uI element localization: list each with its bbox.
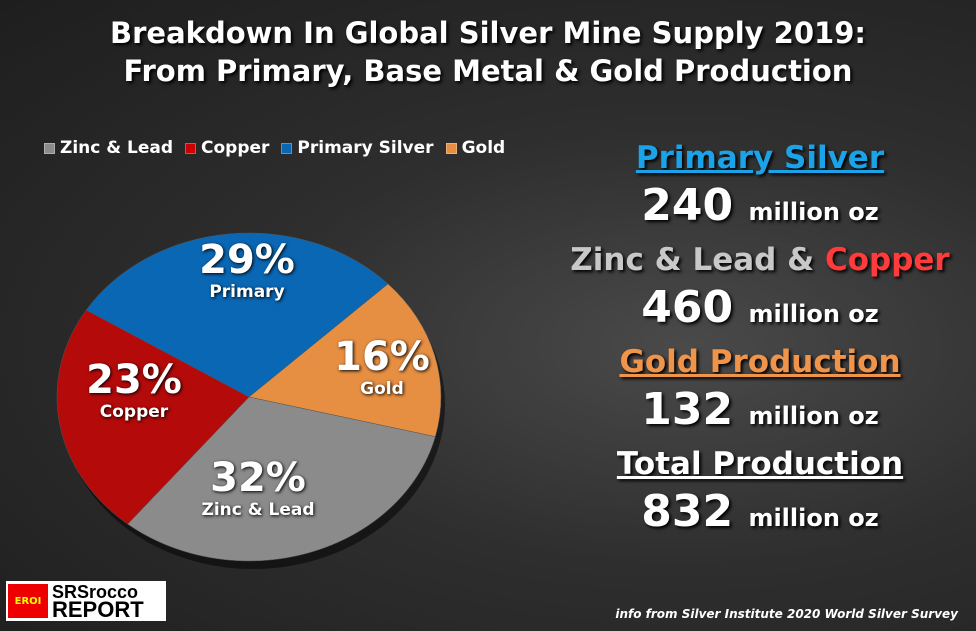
slice-label-gold: 16% Gold bbox=[334, 334, 430, 399]
total-value: 832 million oz bbox=[641, 486, 879, 537]
pie-slice-copper bbox=[56, 309, 250, 525]
legend-label: Gold bbox=[461, 138, 506, 158]
legend-label: Zinc & Lead bbox=[60, 138, 173, 158]
logo-line2: REPORT bbox=[52, 597, 144, 622]
legend-label: Copper bbox=[201, 138, 270, 158]
eroi-badge: EROI bbox=[8, 584, 48, 618]
legend-swatch bbox=[44, 142, 55, 154]
legend-item: Copper bbox=[185, 138, 269, 158]
legend-swatch bbox=[281, 142, 293, 154]
logo-line1: SRSrocco bbox=[52, 582, 139, 602]
legend-swatch bbox=[185, 142, 196, 154]
slice-label-primary: 29% Primary bbox=[199, 237, 295, 302]
slice-label-zinc-lead: 32% Zinc & Lead bbox=[201, 455, 315, 520]
total-title: Total Production bbox=[616, 446, 904, 482]
stats-panel: Primary Silver 240 million oz Zinc & Lea… bbox=[530, 138, 976, 546]
zinc-copper-value: 460 million oz bbox=[641, 282, 879, 333]
gold-title: Gold Production bbox=[619, 344, 901, 380]
slice-label-copper: 23% Copper bbox=[86, 357, 182, 422]
legend-item: Primary Silver bbox=[281, 138, 434, 158]
srsrocco-logo: EROI SRSrocco REPORT bbox=[6, 581, 166, 621]
legend: Zinc & Lead Copper Primary Silver Gold bbox=[44, 138, 505, 158]
legend-item: Gold bbox=[445, 138, 506, 158]
zinc-copper-title: Zinc & Lead & Copper bbox=[570, 242, 950, 278]
pie-slice-primary-silver bbox=[85, 232, 389, 398]
primary-value: 240 million oz bbox=[641, 180, 879, 231]
legend-item: Zinc & Lead bbox=[44, 138, 173, 158]
legend-swatch bbox=[445, 142, 457, 154]
gold-value: 132 million oz bbox=[641, 384, 879, 435]
legend-label: Primary Silver bbox=[297, 138, 434, 158]
pie-slice-zinc-lead bbox=[127, 396, 436, 562]
source-note: info from Silver Institute 2020 World Si… bbox=[615, 607, 958, 621]
pie-slice-gold bbox=[248, 283, 442, 437]
primary-title: Primary Silver bbox=[635, 140, 885, 176]
chart-title: Breakdown In Global Silver Mine Supply 2… bbox=[110, 16, 866, 88]
